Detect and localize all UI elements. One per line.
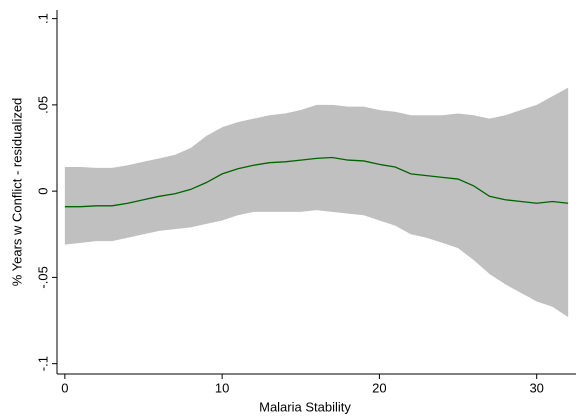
y-tick-label: -.05 — [35, 266, 50, 288]
x-axis-title: Malaria Stability — [259, 399, 351, 414]
x-tick-label: 30 — [529, 380, 543, 395]
y-tick-label: .1 — [35, 13, 50, 24]
x-tick-label: 20 — [372, 380, 386, 395]
y-tick-label: 0 — [35, 188, 50, 195]
y-tick-label: -.1 — [35, 356, 50, 371]
confidence-band — [64, 87, 569, 318]
x-tick-label: 10 — [215, 380, 229, 395]
y-tick-label: .05 — [35, 96, 50, 114]
x-tick-label: 0 — [61, 380, 68, 395]
line — [64, 156, 569, 208]
y-axis-title: % Years w Conflict - residualized — [9, 98, 24, 287]
